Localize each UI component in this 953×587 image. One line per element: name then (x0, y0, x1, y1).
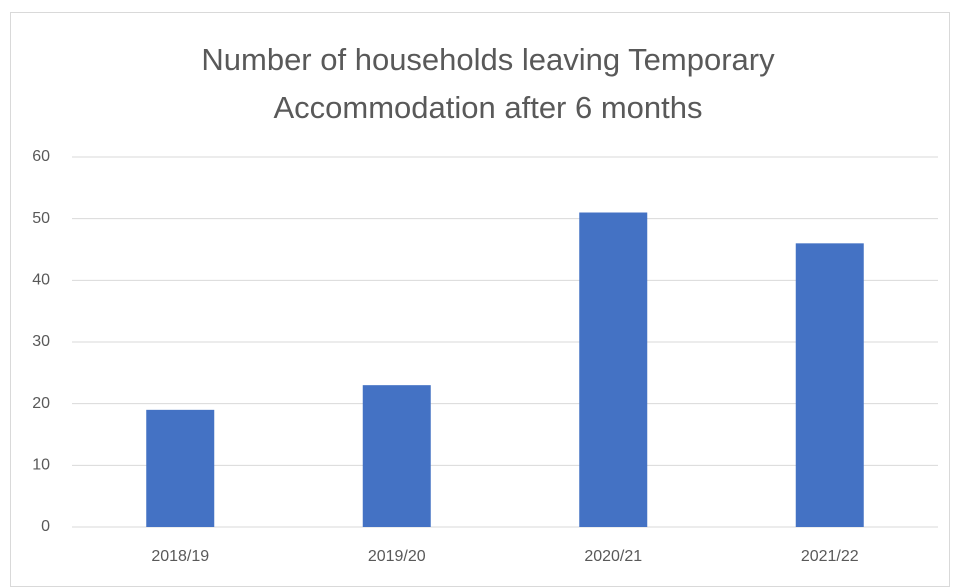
y-tick-label: 0 (41, 518, 50, 535)
y-tick-label: 40 (32, 272, 50, 289)
bar (579, 212, 648, 527)
y-tick-label: 50 (32, 210, 50, 227)
y-tick-label: 60 (32, 148, 50, 165)
bar (362, 385, 431, 527)
y-tick-label: 10 (32, 457, 50, 474)
x-tick-label: 2021/22 (801, 548, 859, 565)
x-tick-label: 2020/21 (584, 548, 642, 565)
x-tick-label: 2019/20 (368, 548, 426, 565)
y-tick-label: 30 (32, 333, 50, 350)
bar (795, 243, 864, 528)
chart-title: Number of households leaving Temporary A… (201, 42, 775, 125)
x-tick-label: 2018/19 (151, 548, 209, 565)
y-tick-label: 20 (32, 395, 50, 412)
bar (146, 409, 215, 527)
